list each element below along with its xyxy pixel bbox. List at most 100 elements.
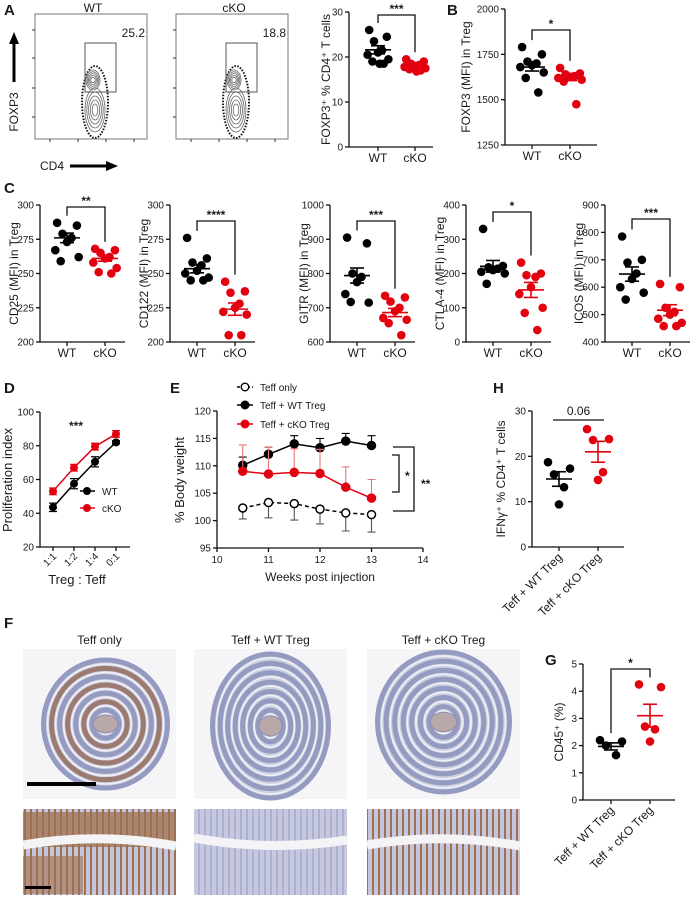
data-point: [220, 277, 230, 287]
contour: [228, 73, 239, 87]
data-point: [363, 50, 372, 60]
x-tick-label: WT: [348, 346, 367, 360]
data-point: [366, 509, 377, 520]
data-point: [91, 442, 99, 451]
dot-plot-c-7: 400 500 600 700 800 900 ICOS (MFI) in Treg WT cK…: [572, 201, 690, 360]
data-point: [593, 475, 603, 485]
data-point: [263, 469, 274, 479]
data-point: [182, 233, 192, 243]
dot-plot-c-5: 600 700 800 900 1000 GITR (MFI) in Treg WT cKO *…: [297, 201, 415, 360]
y-axis-label: CD25 (MFI) in Treg: [7, 222, 21, 325]
data-point: [366, 440, 377, 451]
significance-stars: **: [81, 194, 91, 208]
foxp3-gate: [225, 42, 258, 93]
histology-overview-image: [194, 649, 347, 801]
histology-detail-image: [193, 809, 348, 895]
data-point: [315, 468, 325, 479]
colon-roll-layer: [426, 704, 461, 740]
dot-plot-c-4: 200 225 250 275 300 CD122 (MFI) in Treg WT cKO *…: [137, 201, 255, 360]
data-point: [56, 256, 65, 266]
y-tick-label: 120: [194, 407, 211, 418]
data-point: [70, 479, 78, 488]
legend-label: cKO: [102, 504, 122, 515]
data-point: [617, 232, 627, 241]
flow-plot-title: cKO: [222, 1, 245, 15]
flow-plot-cko: cKO 18.8: [173, 1, 289, 142]
data-point: [366, 493, 377, 503]
y-tick-label: 0: [454, 338, 460, 349]
contour: [222, 65, 250, 139]
data-point: [379, 313, 388, 323]
colon-roll-layer: [73, 690, 138, 758]
data-point: [112, 429, 120, 438]
flow-plot-title: WT: [84, 1, 103, 15]
y-tick-label: 275: [17, 235, 34, 246]
x-tick-label: WT: [484, 346, 503, 360]
data-point: [559, 482, 569, 492]
data-point: [362, 239, 372, 248]
y-tick-label: 3: [571, 714, 577, 725]
y-tick-label: 30: [515, 407, 527, 418]
data-point: [539, 68, 548, 77]
data-point: [181, 269, 190, 278]
data-point: [521, 73, 530, 83]
y-tick-label: 600: [307, 338, 324, 349]
data-point: [74, 252, 83, 262]
data-point: [412, 67, 421, 76]
y-tick-label: 30: [332, 8, 344, 19]
data-point: [533, 325, 542, 335]
contour: [232, 103, 240, 117]
significance-bracket: [531, 29, 571, 61]
y-tick-label: 275: [147, 235, 164, 246]
data-point: [199, 276, 208, 285]
data-point: [346, 297, 356, 307]
series-line: [52, 441, 117, 508]
panel-label-b: B: [447, 2, 458, 19]
x-tick-label: 1:4: [84, 551, 102, 569]
panel-label-e: E: [170, 380, 180, 397]
scale-bar: [25, 886, 51, 889]
data-point: [238, 503, 248, 513]
histology-detail-image: [366, 809, 521, 895]
flow-axes-labels: FOXP3 CD4: [7, 32, 118, 173]
legend-label: WT: [102, 487, 118, 498]
significance-stars: *: [628, 656, 633, 670]
significance-bracket: [631, 218, 671, 277]
arrow-head-icon: [106, 161, 118, 171]
colon-roll-layer: [247, 698, 294, 754]
data-point: [89, 258, 98, 267]
significance-stars: **: [421, 477, 431, 491]
data-point: [639, 288, 648, 297]
y-tick-label: 105: [194, 489, 211, 500]
histology-title: Teff only: [77, 633, 121, 647]
y-tick-label: 300: [17, 201, 34, 212]
data-point: [588, 435, 598, 445]
colon-roll-layer: [240, 688, 301, 764]
y-tick-label: 400: [443, 201, 460, 212]
colon-roll-layer: [65, 682, 146, 766]
data-point: [477, 267, 486, 277]
data-point: [112, 438, 120, 447]
significance-bracket: [392, 454, 400, 493]
data-point: [634, 680, 644, 689]
data-point: [368, 57, 377, 66]
contour: [81, 65, 109, 139]
panel-label-c: C: [4, 180, 15, 197]
significance-stars: ***: [369, 208, 383, 222]
y-tick-label: 80: [23, 441, 35, 452]
y-tick-label: 700: [307, 303, 324, 314]
x-tick-label: cKO: [223, 346, 246, 360]
y-tick-label: 115: [195, 434, 211, 445]
data-point: [348, 269, 357, 278]
data-point: [616, 282, 625, 292]
data-point: [554, 500, 564, 509]
data-point: [645, 737, 655, 746]
series-line: [242, 470, 372, 499]
y-tick-label: 300: [443, 235, 460, 246]
histology-overview-image: [23, 649, 176, 799]
x-tick-label: WT: [188, 346, 207, 360]
x-tick-label: WT: [58, 346, 77, 360]
panel-label-g: G: [545, 652, 557, 669]
data-point: [315, 504, 325, 514]
